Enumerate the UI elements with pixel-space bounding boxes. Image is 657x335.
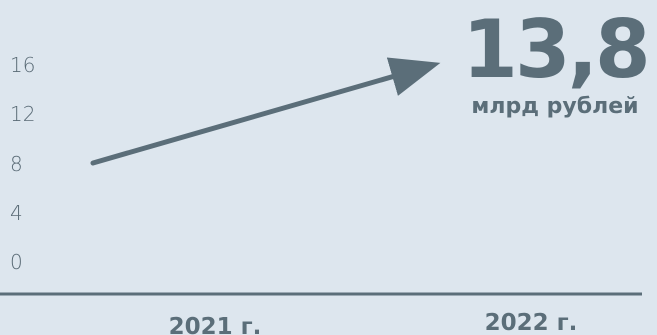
y-tick-label: 16 — [10, 53, 35, 77]
x-tick-label: 2022 г. — [485, 310, 578, 335]
x-tick-label: 2021 г. — [169, 314, 262, 335]
value-annotation: 13,8 — [462, 3, 647, 96]
y-tick-label: 8 — [10, 152, 23, 176]
y-tick-label: 12 — [10, 102, 35, 126]
y-axis-ticks: 16 12 8 4 0 — [10, 53, 35, 274]
series-line — [90, 57, 441, 166]
unit-annotation: млрд рублей — [471, 94, 638, 119]
y-tick-label: 4 — [10, 201, 23, 225]
y-tick-label: 0 — [10, 250, 23, 274]
